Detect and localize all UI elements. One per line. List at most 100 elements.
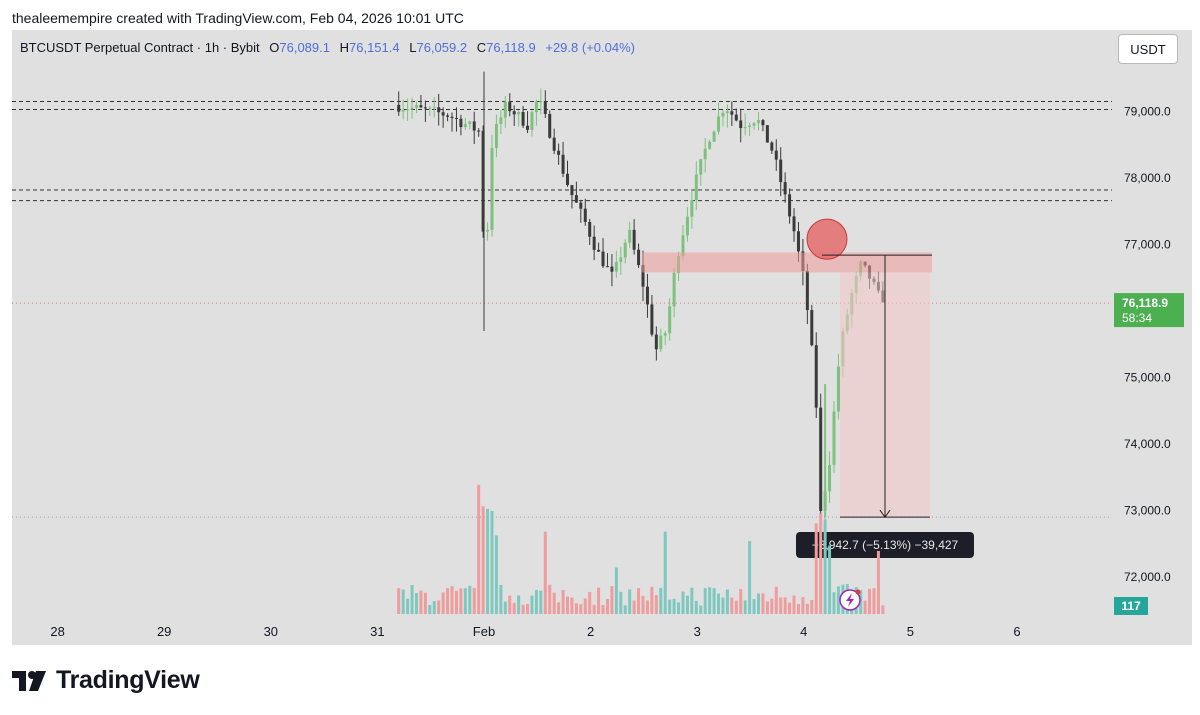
volume-bar: [774, 586, 778, 614]
volume-bar: [614, 567, 618, 614]
volume-bar: [796, 603, 800, 614]
candle-body: [748, 125, 752, 128]
volume-bar: [454, 590, 458, 614]
candle-body: [597, 249, 601, 252]
candle-body: [765, 125, 769, 143]
sweep-marker: [806, 218, 848, 260]
candle-body: [583, 208, 587, 222]
currency-button[interactable]: USDT: [1118, 34, 1178, 64]
candle-body: [437, 107, 441, 113]
volume-bar: [699, 605, 703, 614]
high-label: H: [339, 40, 349, 55]
candle-body: [645, 286, 649, 305]
x-tick-label: 4: [800, 624, 807, 639]
candle-body: [490, 147, 494, 230]
candle-body: [601, 251, 605, 267]
volume-badge: [1114, 597, 1148, 615]
candle-body: [690, 200, 694, 217]
candle-body: [694, 174, 698, 201]
candle-body: [526, 125, 530, 130]
volume-bar: [557, 602, 561, 614]
x-tick-label: 5: [907, 624, 914, 639]
candle-body: [548, 114, 552, 138]
volume-bar: [823, 519, 827, 614]
candle-body: [788, 194, 792, 217]
x-tick-label: Feb: [473, 624, 495, 639]
volume-bar: [601, 605, 605, 614]
candle-body: [446, 115, 450, 117]
volume-bar: [530, 595, 534, 614]
volume-bar: [641, 595, 645, 614]
candle-body: [779, 159, 783, 183]
volume-bar: [526, 603, 530, 614]
volume-bar: [521, 604, 525, 614]
price-chart[interactable]: −3,942.7 (−5.13%) −39,427 79,000.0 78,000.…: [12, 30, 1192, 645]
volume-bar: [401, 589, 405, 614]
candle-body: [752, 123, 756, 126]
volume-bar: [592, 604, 596, 614]
candle-body: [774, 150, 778, 160]
candle-body: [534, 101, 538, 113]
volume-bar: [734, 600, 738, 614]
volume-label: 117: [1121, 599, 1141, 613]
candle-body: [561, 154, 565, 174]
volume-bar: [868, 588, 872, 614]
volume-bar: [810, 599, 814, 614]
candle-body: [494, 123, 498, 148]
candle-body: [628, 229, 632, 243]
candle-body: [468, 121, 472, 124]
candle-body: [663, 333, 667, 336]
volume-bar: [743, 600, 747, 614]
volume-bar: [788, 602, 792, 614]
candle-body: [570, 185, 574, 196]
candle-body: [619, 257, 623, 262]
volume-bar: [872, 588, 876, 614]
candle-body: [810, 310, 814, 346]
volume-bar: [494, 535, 498, 614]
volume-bar: [685, 595, 689, 614]
candle-body: [641, 265, 645, 287]
supply-zone: [641, 252, 932, 273]
candle-body: [517, 111, 521, 115]
close-label: C: [476, 40, 487, 55]
volume-bar: [610, 586, 614, 614]
volume-bar: [712, 588, 716, 614]
candle-body: [432, 107, 436, 109]
volume-bar: [472, 587, 476, 614]
volume-bar: [690, 587, 694, 614]
volume-bar: [721, 597, 725, 614]
brand-name: TradingView: [56, 666, 200, 694]
volume-bar: [632, 600, 636, 614]
candle-body: [512, 111, 516, 115]
volume-bar: [739, 589, 743, 614]
candle-body: [783, 182, 787, 195]
candle-body: [668, 306, 672, 334]
volume-bar: [428, 605, 432, 614]
open-label: O: [269, 40, 280, 55]
volume-bar: [859, 590, 863, 614]
y-tick-label: 72,000.0: [1124, 570, 1171, 584]
candle-body: [539, 101, 543, 103]
y-tick-label: 78,000.0: [1124, 171, 1171, 185]
y-tick-label: 79,000.0: [1124, 105, 1171, 119]
x-tick-label: 31: [370, 624, 384, 639]
candle-body: [734, 114, 738, 121]
candle-body: [761, 120, 765, 126]
volume-bar: [623, 605, 627, 614]
y-tick-label: 73,000.0: [1124, 504, 1171, 518]
candle-body: [574, 195, 578, 203]
candle-body: [477, 130, 481, 132]
volume-bar: [432, 601, 436, 614]
low-value: 76,059.2: [416, 40, 468, 55]
candle-body: [828, 464, 832, 492]
last-price-badge: [1114, 293, 1184, 328]
candle-body: [454, 117, 458, 119]
chart-area[interactable]: −3,942.7 (−5.13%) −39,427 79,000.0 78,000.…: [12, 30, 1192, 645]
candle-body: [552, 137, 556, 151]
volume-bar: [517, 595, 521, 614]
countdown-label: 58:34: [1122, 311, 1152, 325]
volume-bar: [748, 541, 752, 614]
volume-bar: [663, 531, 667, 614]
candle-body: [730, 111, 734, 115]
candle-body: [472, 121, 476, 131]
